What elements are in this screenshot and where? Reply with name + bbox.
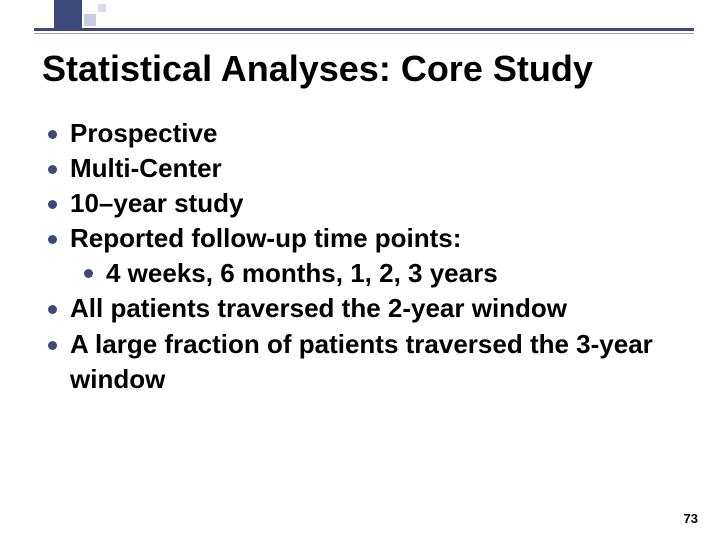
list-item: Prospective — [42, 116, 702, 151]
list-item-text: Prospective — [70, 118, 217, 148]
decor-rule-thin — [34, 33, 694, 34]
header-decoration — [0, 0, 720, 46]
list-item-text: All patients traversed the 2-year window — [70, 293, 567, 323]
list-item-text: A large fraction of patients traversed t… — [70, 329, 653, 394]
decor-small-square-b — [98, 4, 106, 12]
list-item-text: 10–year study — [70, 188, 243, 218]
list-item-text: Reported follow-up time points: — [70, 223, 461, 253]
list-item: All patients traversed the 2-year window — [42, 291, 702, 326]
list-item-text: 4 weeks, 6 months, 1, 2, 3 years — [106, 258, 498, 288]
list-item-text: Multi-Center — [70, 153, 222, 183]
list-item: Reported follow-up time points: 4 weeks,… — [42, 221, 702, 291]
list-item: 4 weeks, 6 months, 1, 2, 3 years — [70, 256, 702, 291]
slide-title: Statistical Analyses: Core Study — [42, 48, 593, 90]
page-number: 73 — [684, 511, 698, 526]
sub-bullet-list: 4 weeks, 6 months, 1, 2, 3 years — [70, 256, 702, 291]
slide-body: Prospective Multi-Center 10–year study R… — [42, 116, 702, 397]
list-item: Multi-Center — [42, 151, 702, 186]
list-item: A large fraction of patients traversed t… — [42, 327, 702, 397]
list-item: 10–year study — [42, 186, 702, 221]
decor-small-square-a — [84, 14, 96, 26]
decor-big-square — [54, 0, 82, 28]
bullet-list: Prospective Multi-Center 10–year study R… — [42, 116, 702, 397]
decor-rule-thick — [34, 28, 694, 31]
